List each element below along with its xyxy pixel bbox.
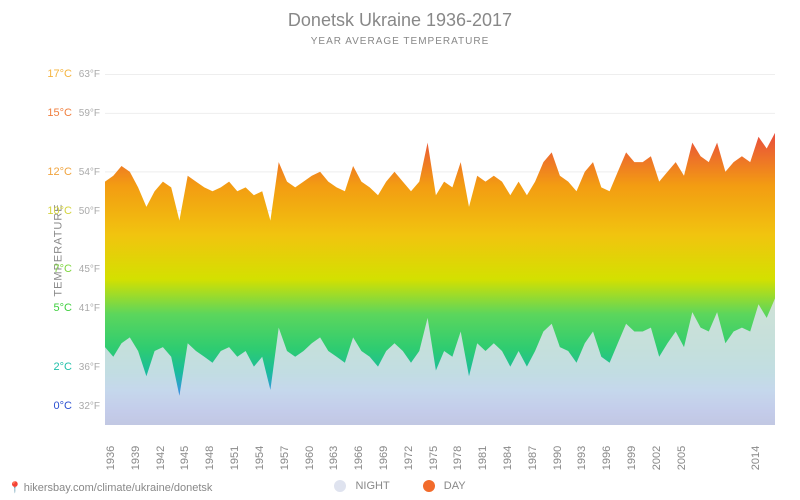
pin-icon: 📍 [8,482,22,494]
chart-svg [105,55,775,425]
x-tick: 1945 [179,446,191,470]
x-tick: 2014 [750,446,762,470]
attribution: 📍hikersbay.com/climate/ukraine/donetsk [8,481,212,494]
x-tick: 1999 [626,446,638,470]
attribution-text: hikersbay.com/climate/ukraine/donetsk [24,482,213,494]
y-axis-label: TEMPERATURE [53,203,65,296]
x-tick: 1972 [403,446,415,470]
x-tick: 1942 [155,446,167,470]
y-tick: 5°C41°F [40,302,100,314]
x-tick: 1951 [229,446,241,470]
x-tick: 1963 [328,446,340,470]
legend-night-dot [334,480,346,492]
legend-day: DAY [423,480,466,492]
y-tick: 2°C36°F [40,361,100,373]
chart-container: Donetsk Ukraine 1936-2017 YEAR AVERAGE T… [0,0,800,500]
legend-night-label: NIGHT [355,480,389,492]
x-tick: 2005 [676,446,688,470]
legend-day-label: DAY [444,480,466,492]
x-tick: 1987 [527,446,539,470]
y-tick: 10°C50°F [40,205,100,217]
x-tick: 1981 [477,446,489,470]
y-tick: 7°C45°F [40,263,100,275]
x-tick: 1969 [378,446,390,470]
x-tick: 1996 [601,446,613,470]
x-tick: 1990 [552,446,564,470]
x-tick: 1957 [279,446,291,470]
x-tick: 1966 [353,446,365,470]
x-tick: 1993 [576,446,588,470]
x-tick: 1984 [502,446,514,470]
chart-title: Donetsk Ukraine 1936-2017 [0,10,800,31]
x-tick: 2002 [651,446,663,470]
x-tick: 1948 [204,446,216,470]
x-tick: 1975 [428,446,440,470]
y-tick: 17°C63°F [40,68,100,80]
plot-area [105,55,775,425]
y-tick: 12°C54°F [40,166,100,178]
y-tick: 0°C32°F [40,400,100,412]
chart-subtitle: YEAR AVERAGE TEMPERATURE [0,36,800,47]
x-tick: 1954 [254,446,266,470]
x-tick: 1939 [130,446,142,470]
x-tick: 1936 [105,446,117,470]
legend-day-dot [423,480,435,492]
legend-night: NIGHT [334,480,389,492]
y-tick: 15°C59°F [40,107,100,119]
x-tick: 1960 [304,446,316,470]
x-tick: 1978 [452,446,464,470]
